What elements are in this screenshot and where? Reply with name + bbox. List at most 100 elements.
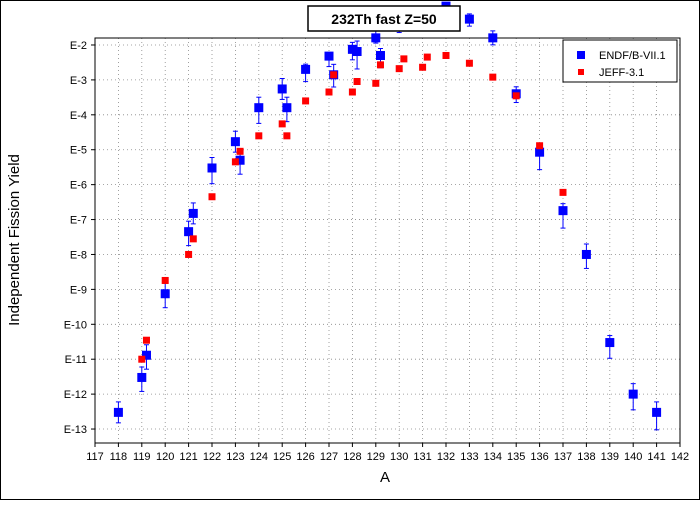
data-point (231, 158, 239, 166)
data-point (442, 51, 450, 59)
x-tick-label: 122 (203, 451, 221, 463)
data-point (230, 137, 240, 147)
data-point (142, 336, 150, 344)
x-tick-label: 141 (647, 451, 665, 463)
data-point (464, 14, 474, 24)
x-tick-label: 129 (367, 451, 385, 463)
y-tick-label: E-6 (70, 180, 87, 192)
y-tick-label: E-9 (70, 284, 87, 296)
data-point (376, 61, 384, 69)
data-point (325, 88, 333, 96)
data-point (302, 97, 310, 105)
data-point (278, 120, 286, 128)
x-tick-label: 119 (133, 451, 151, 463)
y-tick-label: E-10 (64, 319, 87, 331)
data-point (236, 147, 244, 155)
legend-label-endf: ENDF/B-VII.1 (599, 50, 666, 62)
data-point (255, 132, 263, 140)
data-point (282, 103, 292, 113)
data-point (347, 44, 357, 54)
x-tick-label: 130 (390, 451, 408, 463)
y-tick-label: E-8 (70, 249, 87, 261)
legend-label-jeff: JEFF-3.1 (599, 67, 644, 79)
legend: ENDF/B-VII.1 JEFF-3.1 (562, 39, 678, 83)
data-point (160, 289, 170, 299)
x-tick-label: 139 (601, 451, 619, 463)
data-point (283, 132, 291, 140)
data-point (489, 73, 497, 81)
x-tick-label: 125 (273, 451, 291, 463)
data-point (371, 33, 381, 43)
data-point (372, 79, 380, 87)
data-point (184, 227, 194, 237)
data-point (535, 147, 545, 157)
data-point (185, 250, 193, 258)
y-tick-label: E-3 (70, 75, 87, 87)
data-point (536, 142, 544, 150)
data-point (559, 188, 567, 196)
data-point (235, 155, 245, 165)
data-point (208, 193, 216, 201)
y-axis-label: Independent Fission Yield (6, 154, 23, 326)
data-point (581, 249, 591, 259)
x-tick-label: 140 (624, 451, 642, 463)
data-point (189, 235, 197, 243)
x-tick-label: 134 (484, 451, 502, 463)
x-tick-label: 137 (554, 451, 572, 463)
data-point (138, 355, 146, 363)
x-tick-label: 124 (250, 451, 268, 463)
data-point (161, 276, 169, 284)
data-point (330, 71, 338, 79)
data-point (465, 59, 473, 67)
y-tick-label: E-7 (70, 215, 87, 227)
data-point (254, 103, 264, 113)
axis-ticks: 117 118 119 120 121 122 123 124 125 126 127 128 129 1… (64, 40, 689, 463)
x-axis-label: A (380, 469, 390, 486)
data-point (324, 51, 334, 61)
x-tick-label: 138 (577, 451, 595, 463)
x-tick-label: 117 (86, 451, 104, 463)
title-box (307, 5, 461, 32)
x-tick-label: 121 (179, 451, 197, 463)
data-point (423, 53, 431, 61)
data-point (188, 208, 198, 218)
y-tick-label: E-13 (64, 424, 87, 436)
data-point (352, 47, 362, 57)
y-tick-label: E-2 (70, 40, 87, 52)
x-tick-label: 135 (507, 451, 525, 463)
x-tick-label: 118 (110, 451, 128, 463)
x-tick-label: 126 (296, 451, 314, 463)
data-point (395, 65, 403, 73)
data-point (141, 350, 151, 360)
x-tick-label: 132 (437, 451, 455, 463)
y-tick-label: E-5 (70, 145, 87, 157)
data-point (419, 63, 427, 71)
data-point (353, 77, 361, 85)
legend-marker-endf (577, 51, 585, 59)
x-tick-label: 128 (343, 451, 361, 463)
data-point (301, 64, 311, 74)
data-point (277, 84, 287, 94)
data-point (113, 407, 123, 417)
data-point (207, 163, 217, 173)
x-tick-label: 127 (320, 451, 338, 463)
x-tick-label: 136 (530, 451, 548, 463)
chart-title: 232Th fast Z=50 (331, 11, 437, 27)
x-tick-label: 120 (156, 451, 174, 463)
y-tick-label: E-4 (70, 110, 87, 122)
legend-marker-jeff (578, 69, 584, 75)
data-point (558, 206, 568, 216)
data-point (512, 92, 520, 100)
x-tick-label: 131 (413, 451, 431, 463)
grid-lines (95, 38, 680, 443)
data-point (400, 55, 408, 63)
series-jeff (138, 51, 567, 363)
data-point (488, 33, 498, 43)
plot-area (94, 37, 681, 444)
x-tick-label: 142 (671, 451, 689, 463)
data-point (348, 88, 356, 96)
y-tick-label: E-12 (64, 389, 87, 401)
x-tick-label: 133 (460, 451, 478, 463)
